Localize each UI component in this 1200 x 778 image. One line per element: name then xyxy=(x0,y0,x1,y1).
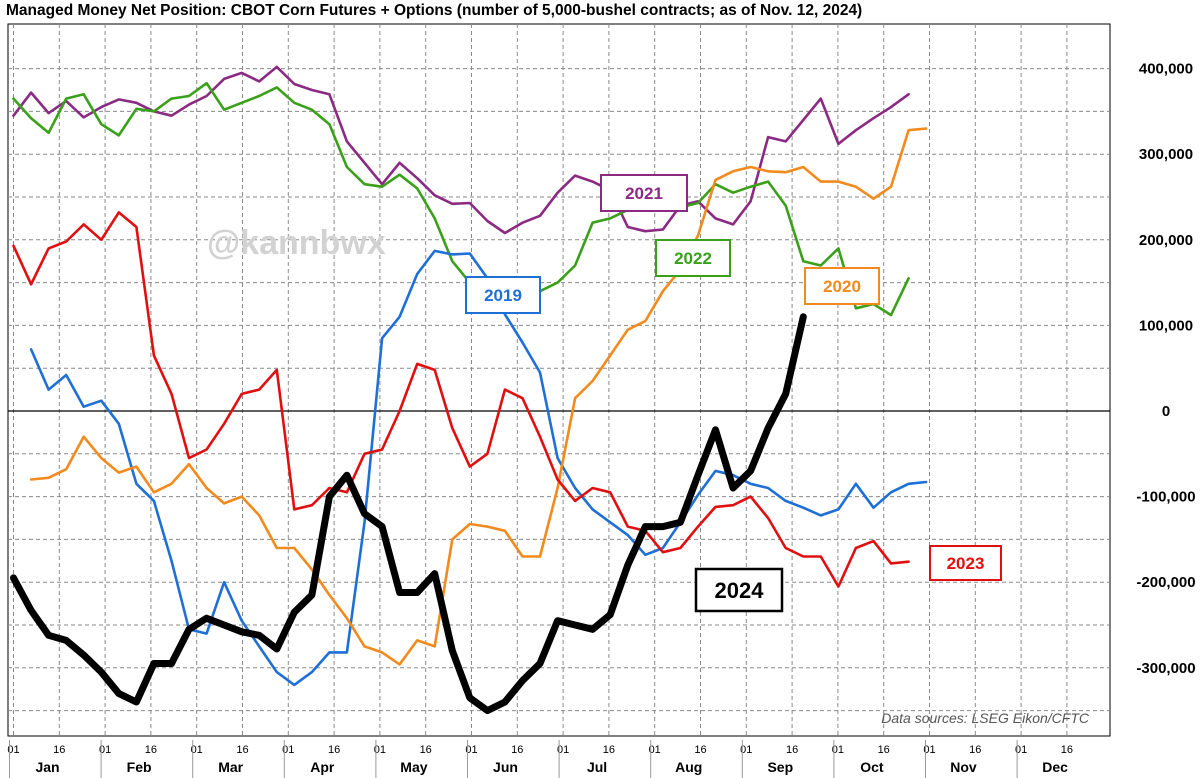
x-day-tick: 01 xyxy=(1015,744,1027,756)
x-day-tick: 01 xyxy=(99,744,111,756)
x-month-label: Sep xyxy=(767,759,793,775)
x-day-tick: 16 xyxy=(786,744,798,756)
x-day-tick: 16 xyxy=(1061,744,1073,756)
series-label-box xyxy=(804,267,880,305)
series-line-2019 xyxy=(29,249,928,687)
x-day-tick: 01 xyxy=(557,744,569,756)
watermark: @kannbwx xyxy=(207,224,386,262)
y-tick-label: 0 xyxy=(1162,403,1170,420)
series-label-2024: 2024 xyxy=(694,567,784,613)
x-day-tick: 16 xyxy=(878,744,890,756)
x-month-label: Feb xyxy=(127,759,152,775)
x-day-tick: 01 xyxy=(374,744,386,756)
x-day-tick: 01 xyxy=(191,744,203,756)
x-month-label: Jul xyxy=(587,759,607,775)
series-label-box xyxy=(655,239,731,277)
x-day-tick: 16 xyxy=(603,744,615,756)
series-label-box xyxy=(929,545,1002,581)
x-month-label: Dec xyxy=(1042,759,1068,775)
x-day-tick: 01 xyxy=(7,744,19,756)
x-month-label: May xyxy=(400,759,427,775)
x-day-tick: 16 xyxy=(511,744,523,756)
x-day-tick: 16 xyxy=(328,744,340,756)
x-month-label: Jun xyxy=(493,759,518,775)
y-tick-label: -200,000 xyxy=(1136,574,1195,591)
x-month-label: Aug xyxy=(675,759,702,775)
series-label-box xyxy=(694,567,784,613)
chart-title: Managed Money Net Position: CBOT Corn Fu… xyxy=(6,2,863,19)
series-label-text: 2019 xyxy=(484,286,522,305)
x-day-tick: 16 xyxy=(969,744,981,756)
y-tick-label: -300,000 xyxy=(1136,660,1195,677)
x-day-tick: 16 xyxy=(694,744,706,756)
series-line-2022 xyxy=(12,81,910,317)
series-label-2020: 2020 xyxy=(804,267,880,305)
x-month-label: Apr xyxy=(310,759,335,775)
x-day-tick: 01 xyxy=(465,744,477,756)
series-label-2021: 2021 xyxy=(600,174,688,212)
series-line-2023 xyxy=(12,211,910,588)
series-label-text: 2020 xyxy=(823,277,861,296)
series-line-2020 xyxy=(29,127,928,666)
series-label-2022: 2022 xyxy=(655,239,731,277)
series-label-text: 2021 xyxy=(625,184,663,203)
x-day-tick: 01 xyxy=(832,744,844,756)
series-line-2024 xyxy=(10,313,807,715)
x-month-label: Oct xyxy=(860,759,884,775)
series-label-box xyxy=(600,174,688,212)
series-label-text: 2024 xyxy=(715,578,765,603)
x-month-label: Nov xyxy=(950,759,977,775)
series-label-box xyxy=(465,276,541,314)
source-note: Data sources: LSEG Eikon/CFTC xyxy=(881,710,1090,726)
y-tick-label: -100,000 xyxy=(1136,489,1195,506)
x-day-tick: 01 xyxy=(740,744,752,756)
y-tick-label: 100,000 xyxy=(1139,317,1193,334)
x-day-tick: 16 xyxy=(53,744,65,756)
plot-frame xyxy=(7,23,1111,737)
series-label-2019: 2019 xyxy=(465,276,541,314)
series-label-2023: 2023 xyxy=(929,545,1002,581)
x-day-tick: 16 xyxy=(236,744,248,756)
series-label-text: 2022 xyxy=(674,249,712,268)
x-month-label: Mar xyxy=(218,759,243,775)
series-label-text: 2023 xyxy=(947,554,985,573)
x-day-tick: 01 xyxy=(923,744,935,756)
x-day-tick: 01 xyxy=(649,744,661,756)
x-month-label: Jan xyxy=(35,759,59,775)
grid-lines xyxy=(8,24,1110,736)
x-day-tick: 01 xyxy=(282,744,294,756)
x-day-tick: 16 xyxy=(420,744,432,756)
y-tick-label: 300,000 xyxy=(1139,146,1193,163)
y-tick-label: 200,000 xyxy=(1139,232,1193,249)
y-tick-label: 400,000 xyxy=(1139,61,1193,78)
x-day-tick: 16 xyxy=(145,744,157,756)
